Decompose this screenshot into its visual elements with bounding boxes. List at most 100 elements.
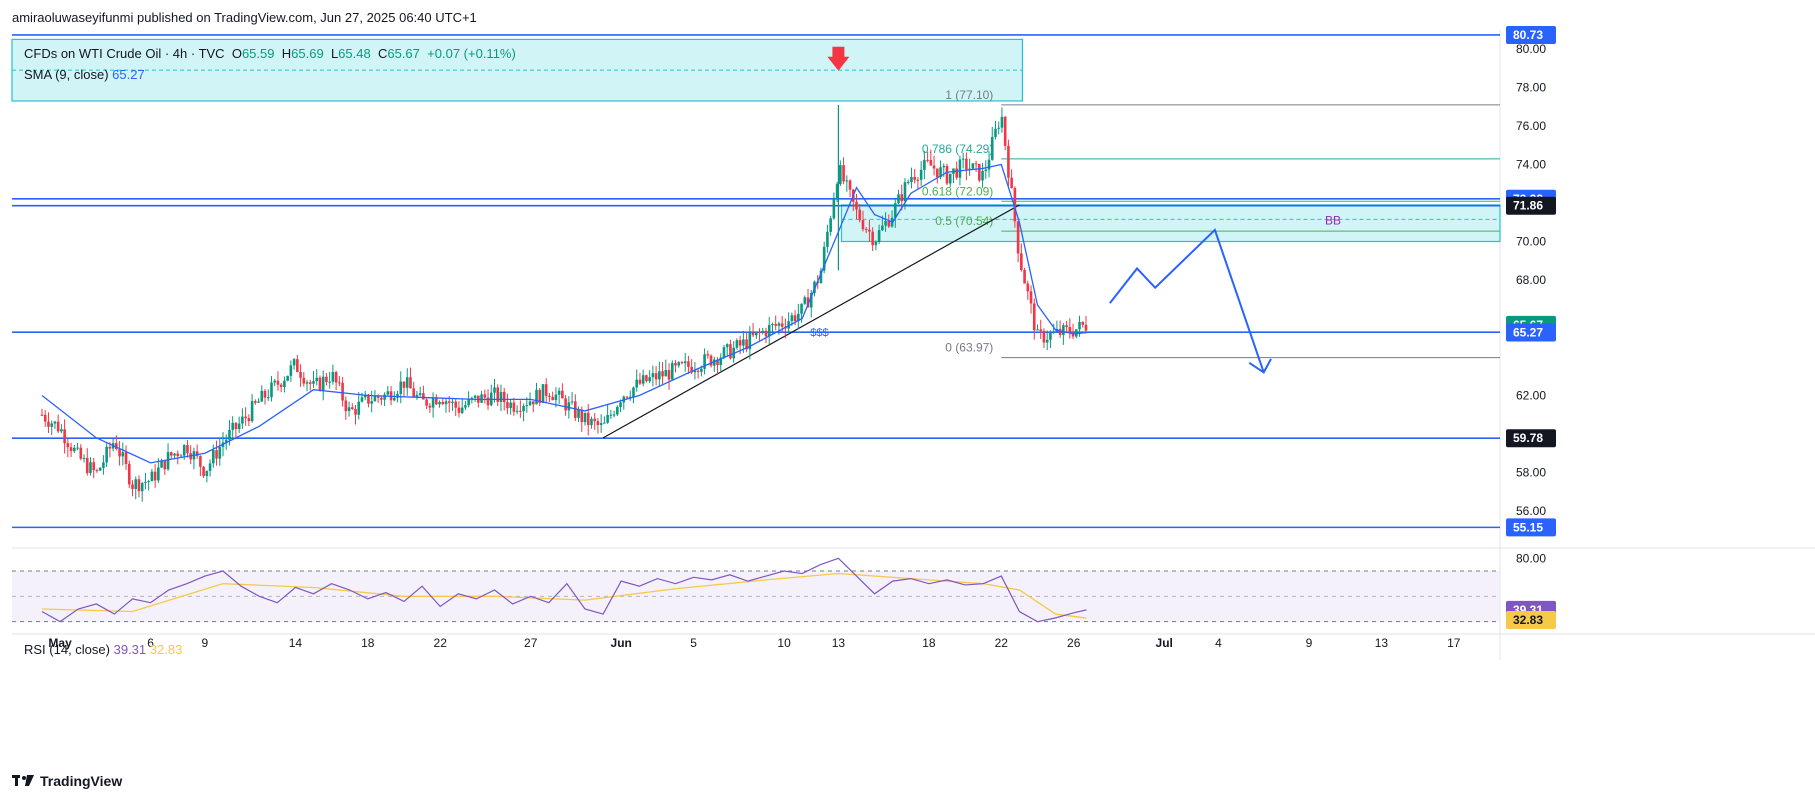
candle-body — [438, 401, 441, 405]
symbol-legend: CFDs on WTI Crude Oil · 4h · TVC O65.59 … — [24, 46, 516, 61]
candle-body — [544, 384, 548, 396]
candle-body — [871, 231, 874, 246]
liquidity-label: $$$ — [810, 327, 828, 339]
close-value: 65.67 — [387, 46, 420, 61]
candle-body — [877, 230, 881, 242]
candle-body — [955, 168, 958, 178]
candle-body — [502, 391, 506, 403]
candle-body — [635, 379, 639, 388]
candle-body — [561, 390, 564, 399]
candle-body — [961, 158, 965, 160]
candle-body — [599, 423, 603, 425]
candle-body — [651, 373, 655, 378]
candle-body — [1081, 321, 1085, 325]
sma-line — [41, 163, 1087, 464]
candle-body — [360, 397, 364, 402]
candle-body — [273, 380, 277, 383]
candle-body — [1071, 333, 1075, 337]
candle-body — [66, 443, 70, 448]
candle-body — [709, 355, 713, 366]
candle-body — [541, 384, 545, 403]
candle-body — [554, 394, 558, 401]
y-tick-label: 58.00 — [1516, 466, 1546, 480]
candle-body — [806, 297, 810, 308]
candle-body — [881, 225, 884, 231]
candle-body — [745, 339, 748, 350]
fib-label-0.5: 0.5 (70.54) — [935, 214, 993, 228]
candle-body — [725, 344, 729, 348]
candle-body — [674, 363, 677, 366]
candle-body — [1029, 291, 1033, 304]
candle-body — [842, 165, 845, 182]
candle-body — [467, 398, 470, 406]
candle-body — [641, 375, 645, 384]
candle-body — [978, 163, 981, 181]
candle-body — [887, 220, 891, 227]
candle-body — [942, 165, 946, 168]
candle-body — [1078, 321, 1081, 330]
candle-body — [76, 447, 79, 449]
sma-value: 65.27 — [112, 67, 145, 82]
candle-body — [250, 401, 254, 422]
level-badge-71.86-bg — [1506, 196, 1556, 215]
candle-body — [105, 446, 108, 463]
candle-body — [263, 390, 267, 398]
rsi-value: 39.31 — [113, 642, 147, 657]
y-tick-label: 62.00 — [1516, 389, 1546, 403]
open-label: O — [231, 46, 242, 61]
candle-body — [451, 401, 454, 403]
x-tick-label: 17 — [1447, 636, 1461, 650]
candle-body — [470, 397, 474, 399]
candle-body — [958, 159, 962, 178]
candle-body — [913, 176, 916, 180]
symbol-title[interactable]: CFDs on WTI Crude Oil · 4h · TVC — [24, 46, 225, 61]
candle-body — [108, 446, 112, 449]
candle-body — [822, 246, 826, 271]
candle-body — [367, 394, 370, 404]
candle-body — [399, 381, 403, 394]
candle-body — [276, 380, 280, 385]
candle-body — [147, 481, 150, 483]
candle-body — [431, 397, 435, 408]
candle-body — [800, 303, 803, 314]
candle-body — [819, 270, 823, 284]
tradingview-brand[interactable]: TradingView — [12, 773, 122, 789]
candle-body — [780, 323, 784, 327]
candle-body — [538, 389, 542, 403]
candle-body — [712, 359, 716, 366]
candle-body — [548, 395, 551, 397]
candle-body — [981, 170, 984, 181]
candle-body — [738, 340, 742, 346]
candle-body — [1039, 329, 1043, 331]
candle-body — [169, 452, 173, 456]
candle-body — [56, 421, 60, 432]
candle-body — [839, 165, 842, 185]
candle-body — [328, 381, 331, 383]
candle-body — [742, 339, 745, 346]
candle-body — [43, 414, 47, 422]
level-badge-80.73: 80.73 — [1513, 28, 1543, 42]
candle-body — [1036, 329, 1039, 331]
candle-body — [522, 405, 525, 412]
x-tick-label: 9 — [202, 636, 209, 650]
sma-label[interactable]: SMA (9, close) — [24, 67, 109, 82]
low-label: L — [330, 46, 339, 61]
candle-body — [793, 315, 797, 322]
candle-body — [1042, 330, 1046, 343]
candle-body — [1026, 283, 1030, 292]
candle-body — [279, 384, 283, 388]
candle-body — [102, 462, 105, 468]
candle-body — [735, 340, 739, 348]
candle-body — [971, 163, 975, 169]
candle-body — [797, 313, 800, 322]
candle-body — [729, 344, 732, 359]
candle-body — [603, 422, 606, 424]
candle-body — [755, 331, 758, 336]
x-tick-label: 26 — [1067, 636, 1081, 650]
candle-body — [344, 400, 348, 412]
rsi-label[interactable]: RSI (14, close) — [24, 642, 110, 657]
candle-body — [616, 406, 619, 415]
x-tick-label: 5 — [690, 636, 697, 650]
candle-body — [703, 354, 706, 369]
